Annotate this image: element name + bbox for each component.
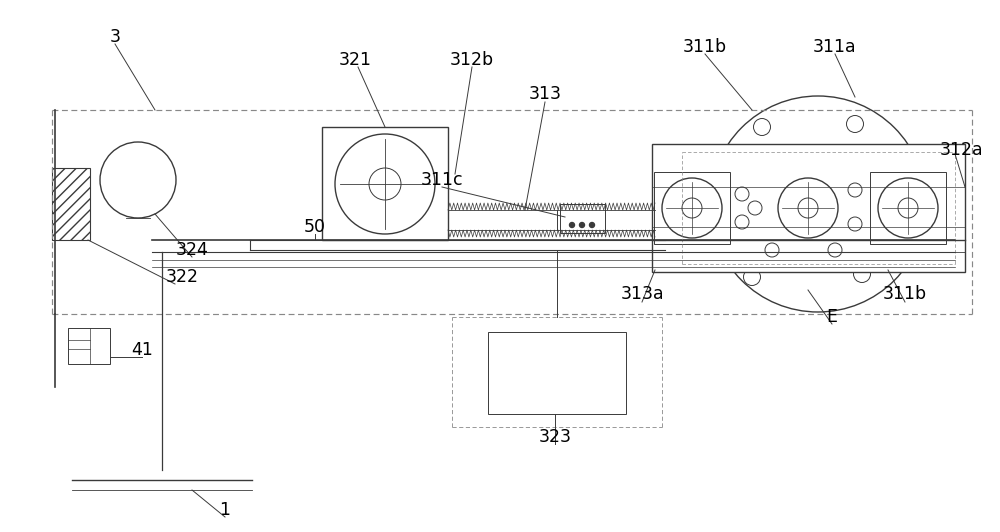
Bar — [652, 144, 965, 272]
Text: 324: 324 — [176, 241, 208, 259]
Bar — [654, 172, 730, 244]
Text: 50: 50 — [304, 218, 326, 236]
Bar — [488, 332, 626, 414]
Text: 312b: 312b — [450, 51, 494, 69]
Text: 1: 1 — [220, 501, 230, 519]
Bar — [68, 328, 110, 364]
Circle shape — [579, 222, 584, 228]
Text: 313: 313 — [528, 85, 562, 103]
Circle shape — [570, 222, 574, 228]
Bar — [560, 204, 605, 233]
Text: E: E — [826, 308, 838, 326]
Text: 323: 323 — [538, 428, 572, 446]
Bar — [52, 168, 90, 240]
Bar — [870, 172, 946, 244]
Text: 311b: 311b — [683, 38, 727, 56]
Text: 41: 41 — [131, 341, 153, 359]
Text: 321: 321 — [338, 51, 372, 69]
Text: 313a: 313a — [620, 285, 664, 303]
Text: 311c: 311c — [421, 171, 463, 189]
Text: 311a: 311a — [813, 38, 857, 56]
Text: 312a: 312a — [940, 141, 984, 159]
Text: 311b: 311b — [883, 285, 927, 303]
Text: 322: 322 — [166, 268, 198, 286]
Bar — [322, 127, 448, 240]
Text: 3: 3 — [109, 28, 120, 46]
Circle shape — [590, 222, 594, 228]
